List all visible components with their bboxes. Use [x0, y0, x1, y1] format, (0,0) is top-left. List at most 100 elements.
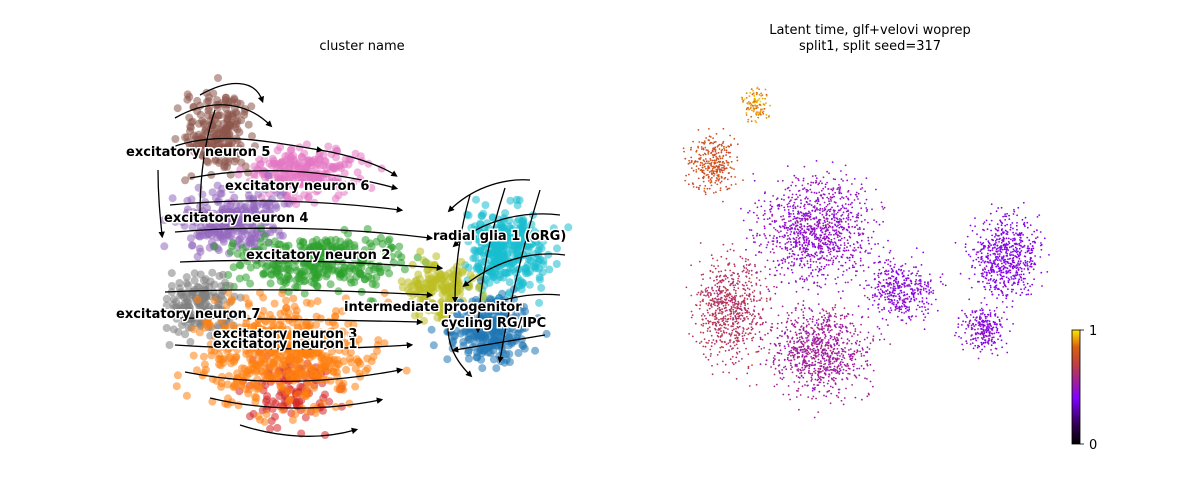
cell-point: [508, 337, 517, 346]
latent-time-point: [708, 180, 710, 182]
cell-point: [429, 278, 438, 287]
latent-time-point: [745, 347, 747, 350]
latent-time-point: [749, 313, 751, 315]
latent-time-point: [818, 268, 821, 270]
latent-time-point: [759, 100, 762, 103]
latent-time-point: [839, 239, 842, 242]
cell-point: [534, 246, 543, 255]
latent-time-point: [851, 264, 854, 267]
latent-time-point: [710, 303, 713, 305]
latent-time-point: [805, 247, 808, 250]
latent-time-point: [775, 245, 778, 248]
latent-time-point: [771, 205, 774, 208]
latent-time-point: [704, 185, 707, 187]
latent-time-point: [793, 215, 796, 218]
latent-time-point: [826, 235, 829, 238]
latent-time-point: [725, 302, 727, 304]
cell-point: [466, 270, 475, 279]
latent-time-point: [831, 226, 834, 228]
latent-time-point: [773, 235, 775, 237]
cell-point: [302, 351, 311, 359]
latent-time-point: [733, 168, 735, 171]
latent-time-point: [688, 333, 690, 335]
latent-time-point: [870, 236, 873, 239]
cell-point: [354, 357, 363, 366]
latent-time-point: [881, 205, 884, 208]
latent-time-point: [761, 97, 764, 100]
latent-time-point: [806, 245, 809, 247]
latent-time-point: [826, 210, 829, 213]
latent-time-point: [714, 267, 717, 270]
cell-point: [271, 412, 279, 421]
cell-point: [311, 409, 320, 417]
latent-time-point: [687, 183, 690, 186]
latent-time-point: [731, 295, 733, 298]
latent-time-point: [857, 212, 860, 215]
cell-point: [364, 272, 373, 281]
latent-time-point: [806, 279, 808, 281]
latent-time-point: [806, 197, 809, 200]
latent-time-point: [778, 263, 781, 266]
latent-time-point: [707, 311, 709, 314]
latent-time-point: [759, 317, 761, 319]
latent-time-point: [724, 315, 727, 318]
latent-time-point: [840, 215, 843, 217]
latent-time-point: [769, 234, 771, 237]
latent-time-point: [759, 291, 762, 293]
latent-time-point: [803, 242, 805, 245]
cell-point: [221, 157, 230, 166]
latent-time-point: [772, 195, 774, 197]
latent-time-point: [804, 218, 807, 221]
latent-time-point: [838, 260, 840, 263]
latent-time-point: [821, 273, 823, 276]
latent-time-point: [723, 162, 726, 165]
latent-time-point: [847, 203, 850, 206]
cell-point: [517, 285, 526, 294]
latent-time-point: [839, 223, 841, 226]
latent-time-point: [813, 383, 815, 386]
latent-time-point: [821, 308, 824, 310]
latent-time-point: [841, 274, 844, 276]
latent-time-point: [840, 192, 843, 195]
latent-time-point: [718, 351, 721, 353]
latent-time-point: [727, 172, 730, 175]
cell-point: [284, 287, 293, 296]
latent-time-point: [813, 227, 815, 230]
latent-time-point: [748, 288, 751, 291]
latent-time-point: [729, 341, 731, 343]
latent-time-point: [762, 110, 765, 113]
latent-time-point: [720, 317, 722, 320]
latent-time-point: [845, 228, 848, 231]
latent-time-point: [835, 229, 838, 232]
cell-point: [234, 401, 243, 410]
latent-time-point: [720, 151, 723, 154]
latent-time-point: [822, 242, 824, 245]
latent-time-point: [795, 258, 798, 261]
latent-time-point: [853, 232, 856, 235]
latent-time-point: [827, 223, 829, 226]
latent-time-point: [699, 331, 702, 334]
latent-time-point: [731, 277, 733, 280]
latent-time-point: [752, 298, 755, 301]
latent-time-point: [729, 335, 732, 337]
latent-time-point: [865, 207, 868, 209]
latent-time-point: [720, 281, 723, 284]
latent-time-point: [805, 277, 808, 280]
cell-point: [266, 279, 275, 288]
latent-time-point: [735, 320, 738, 323]
cell-point: [259, 269, 268, 278]
latent-time-point: [809, 188, 812, 191]
latent-time-point: [715, 165, 718, 168]
latent-time-point: [848, 256, 851, 259]
latent-time-point: [773, 251, 775, 254]
latent-time-point: [704, 146, 707, 149]
latent-time-point: [718, 328, 721, 331]
cell-point: [544, 250, 553, 259]
cell-point: [244, 231, 253, 240]
latent-time-point: [788, 256, 791, 258]
latent-time-point: [764, 277, 767, 280]
latent-time-point: [718, 148, 721, 150]
latent-time-point: [730, 325, 733, 328]
latent-time-point: [758, 88, 760, 91]
latent-time-point: [851, 266, 854, 269]
